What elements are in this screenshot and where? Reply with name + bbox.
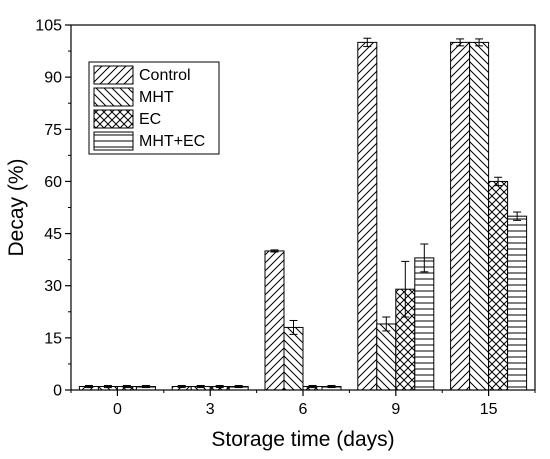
error-bar-mht-ec-day-15 [513, 211, 522, 221]
legend-label-ec: EC [139, 111, 161, 128]
error-bar-ec-day-9 [401, 260, 410, 318]
error-bar-control-day-3 [177, 384, 186, 389]
legend-label-mht-ec: MHT+EC [139, 133, 205, 150]
error-bar-mht-ec-day-6 [327, 384, 336, 389]
error-bar-ec-day-0 [122, 384, 131, 389]
error-bar-ec-day-15 [494, 176, 503, 187]
error-bar-mht-day-9 [382, 316, 391, 332]
legend-swatch-mht-ec [93, 131, 134, 151]
bar-control-day-6 [264, 250, 285, 391]
error-bar-mht-day-0 [103, 384, 112, 389]
x-tick-label-9: 9 [391, 401, 400, 418]
error-bar-mht-ec-day-3 [234, 384, 243, 389]
y-axis-title: Decay (%) [5, 158, 28, 256]
bar-mht-day-6 [283, 326, 304, 391]
x-tick-label-0: 0 [113, 401, 122, 418]
x-tick-label-3: 3 [206, 401, 215, 418]
axes-layer [65, 24, 536, 396]
x-tick-label-6: 6 [299, 401, 308, 418]
y-tick-label-45: 45 [44, 226, 62, 243]
error-bar-control-day-9 [363, 37, 372, 48]
y-tick-label-90: 90 [44, 70, 62, 87]
legend-label-control: Control [139, 67, 191, 84]
error-bar-mht-ec-day-9 [420, 243, 429, 273]
y-tick-label-0: 0 [53, 383, 62, 400]
bar-mht-day-9 [376, 323, 397, 391]
legend-swatch-control [93, 65, 134, 85]
y-tick-label-15: 15 [44, 330, 62, 347]
error-bar-ec-day-3 [215, 384, 224, 389]
bar-mht-ec-day-15 [507, 215, 528, 391]
y-tick-label-30: 30 [44, 278, 62, 295]
legend: Control MHT EC MHT+EC [88, 61, 220, 155]
bar-mht-ec-day-9 [414, 257, 435, 391]
y-tick-label-75: 75 [44, 122, 62, 139]
bars-layer [78, 37, 528, 391]
error-bar-mht-ec-day-0 [141, 384, 150, 389]
bar-ec-day-15 [488, 180, 509, 391]
bar-mht-day-15 [469, 41, 490, 391]
legend-label-mht: MHT [139, 89, 174, 106]
error-bar-mht-day-6 [289, 319, 298, 335]
y-tick-label-60: 60 [44, 174, 62, 191]
error-bar-control-day-15 [456, 38, 465, 47]
legend-swatch-mht [93, 87, 134, 107]
y-tick-label-105: 105 [35, 18, 62, 35]
error-bar-mht-day-15 [475, 38, 484, 47]
error-bar-control-day-0 [84, 384, 93, 389]
x-axis-title: Storage time (days) [211, 428, 394, 451]
legend-swatch-ec [93, 109, 134, 129]
error-bar-control-day-6 [270, 249, 279, 253]
bar-control-day-9 [357, 41, 378, 391]
error-bar-ec-day-6 [308, 384, 317, 389]
error-bar-mht-day-3 [196, 384, 205, 389]
x-tick-label-15: 15 [480, 401, 498, 418]
bar-control-day-15 [450, 41, 471, 391]
labels-layer: 0 15 30 45 60 75 90 105 0 3 6 9 15 Storage time (days… [5, 18, 498, 452]
